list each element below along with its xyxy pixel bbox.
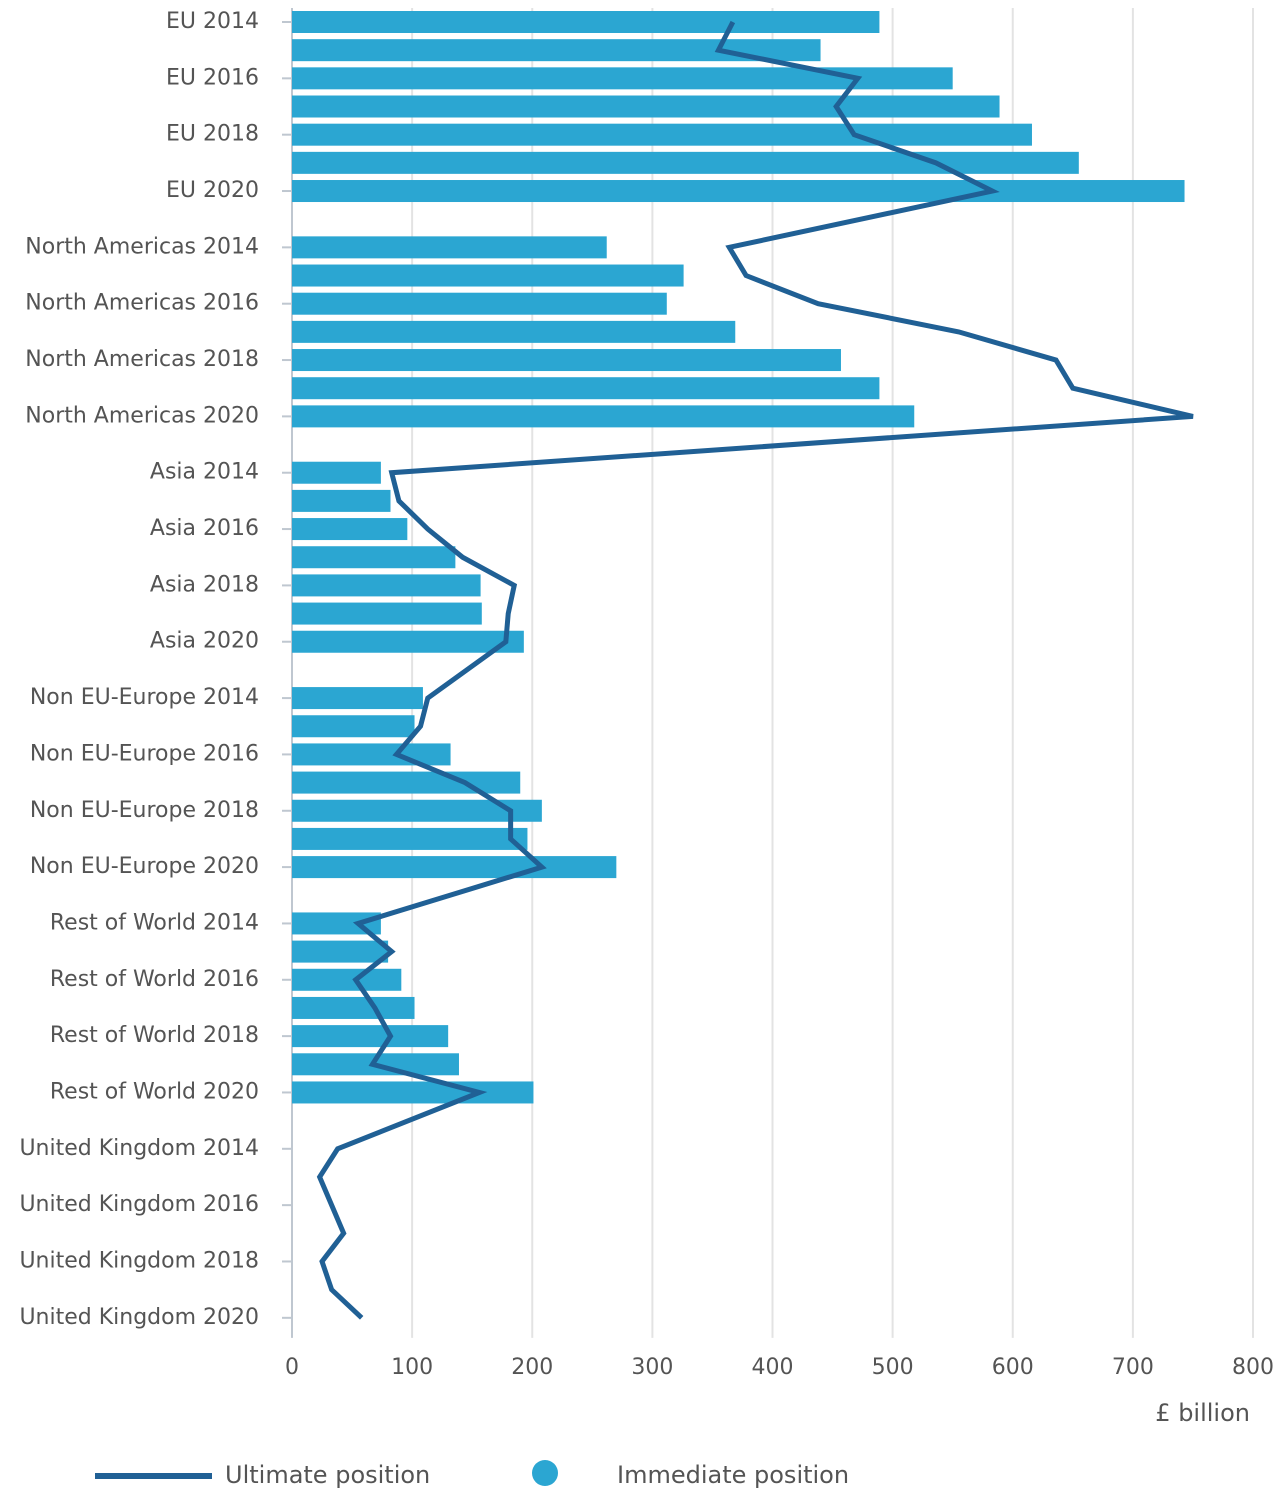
y-tick-label: Non EU-Europe 2020 (30, 854, 259, 879)
x-tick-label: 300 (631, 1355, 673, 1380)
y-tick-label: North Americas 2014 (25, 234, 259, 259)
legend-swatch (532, 1460, 558, 1486)
bar (292, 236, 607, 259)
y-tick-label: EU 2014 (166, 9, 259, 34)
y-tick-label: North Americas 2020 (25, 403, 259, 428)
y-tick-label: Asia 2014 (150, 460, 259, 485)
x-tick-label: 200 (511, 1355, 553, 1380)
bar (292, 39, 821, 62)
y-tick-label: United Kingdom 2020 (19, 1305, 259, 1330)
bar (292, 602, 482, 625)
bar (292, 489, 391, 512)
y-tick-label: Asia 2018 (150, 572, 259, 597)
x-tick-label: 100 (391, 1355, 433, 1380)
x-tick-label: 0 (285, 1355, 299, 1380)
bar (292, 799, 542, 822)
bar (292, 292, 667, 315)
y-tick-label: United Kingdom 2018 (19, 1248, 259, 1273)
y-tick-label: United Kingdom 2014 (19, 1136, 259, 1161)
bar (292, 349, 841, 372)
y-tick-label: Non EU-Europe 2014 (30, 685, 259, 710)
bar (292, 320, 736, 343)
bar (292, 743, 451, 766)
y-tick-label: Asia 2020 (150, 629, 259, 654)
bar (292, 180, 1185, 203)
line (316, 20, 1194, 1320)
legend-label: Immediate position (617, 1461, 849, 1489)
x-tick-label: 800 (1232, 1355, 1274, 1380)
y-tick-label: EU 2016 (166, 65, 259, 90)
y-tick-label: North Americas 2018 (25, 347, 259, 372)
bar (292, 1025, 449, 1048)
bar (292, 11, 880, 33)
bar (292, 95, 1000, 118)
y-tick-label: Non EU-Europe 2016 (30, 741, 259, 766)
legend-label: Ultimate position (225, 1461, 430, 1489)
bar (292, 123, 1032, 146)
y-tick-label: EU 2020 (166, 178, 259, 203)
bar (292, 968, 402, 991)
y-tick-label: North Americas 2016 (25, 291, 259, 316)
x-tick-label: 600 (992, 1355, 1034, 1380)
x-tick-label: 700 (1112, 1355, 1154, 1380)
y-tick-label: Rest of World 2020 (50, 1079, 259, 1104)
bar (292, 996, 415, 1019)
bar (292, 546, 456, 569)
bar (292, 264, 684, 287)
bar (292, 461, 381, 484)
bar (292, 630, 524, 653)
bar (292, 377, 880, 400)
x-tick-label: 400 (752, 1355, 794, 1380)
bar (292, 715, 415, 738)
bar (292, 518, 408, 541)
bar (292, 940, 389, 963)
bar (292, 574, 481, 597)
bar (292, 856, 617, 879)
bar (292, 1081, 534, 1104)
bar (292, 151, 1079, 174)
bar (292, 912, 381, 935)
x-axis-label: £ billion (1155, 1399, 1250, 1427)
bar (292, 771, 521, 794)
bar (292, 67, 953, 90)
y-tick-label: United Kingdom 2016 (19, 1192, 259, 1217)
y-tick-label: Non EU-Europe 2018 (30, 798, 259, 823)
bar (292, 827, 528, 850)
y-tick-label: Rest of World 2014 (50, 910, 259, 935)
x-tick-label: 500 (872, 1355, 914, 1380)
y-tick-label: Asia 2016 (150, 516, 259, 541)
y-tick-label: EU 2018 (166, 122, 259, 147)
bar (292, 687, 423, 710)
y-tick-label: Rest of World 2016 (50, 967, 259, 992)
y-tick-label: Rest of World 2018 (50, 1023, 259, 1048)
bar (292, 405, 915, 428)
